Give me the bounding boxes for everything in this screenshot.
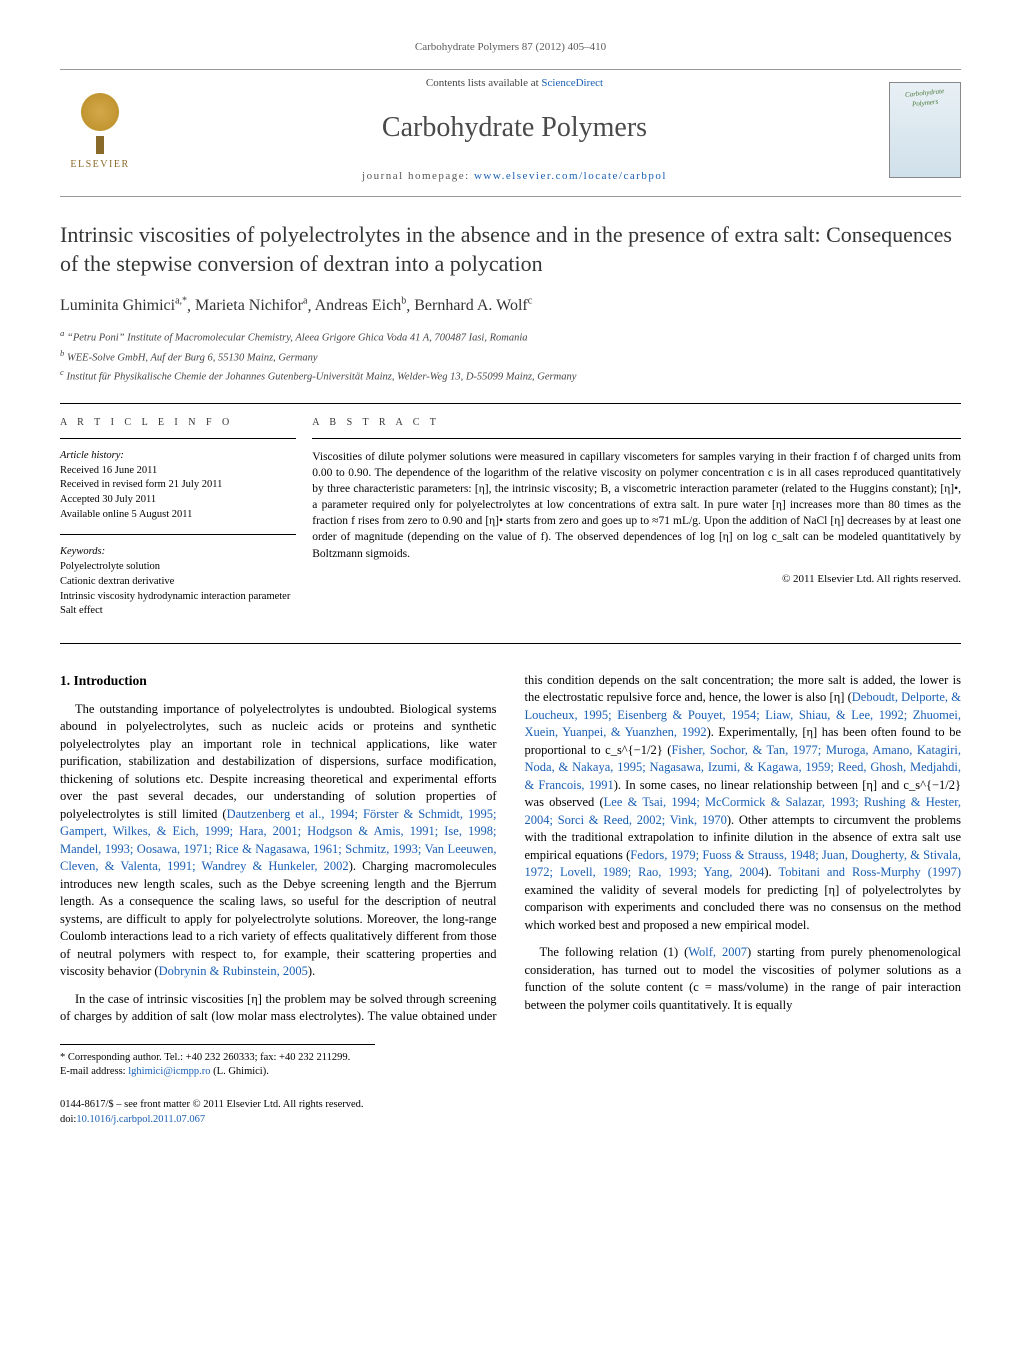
article-title: Intrinsic viscosities of polyelectrolyte… [60,221,961,278]
corresponding-author: * Corresponding author. Tel.: +40 232 26… [60,1051,961,1066]
affiliation-a: a “Petru Poni” Institute of Macromolecul… [60,327,961,346]
rule [60,438,296,439]
abstract-copyright: © 2011 Elsevier Ltd. All rights reserved… [312,572,961,587]
history-accepted: Accepted 30 July 2011 [60,493,296,508]
homepage-line: journal homepage: www.elsevier.com/locat… [140,169,889,184]
journal-title: Carbohydrate Polymers [140,108,889,147]
publisher-label: ELSEVIER [70,158,129,172]
publisher-logo: ELSEVIER [60,85,140,175]
email-person: (L. Ghimici). [211,1066,269,1077]
history-online: Available online 5 August 2011 [60,508,296,523]
email-label: E-mail address: [60,1066,128,1077]
elsevier-tree-icon [70,88,130,148]
keyword-3: Intrinsic viscosity hydrodynamic interac… [60,590,296,605]
para-1: The outstanding importance of polyelectr… [60,701,497,981]
section-1-heading: 1. Introduction [60,672,497,691]
doi-link[interactable]: 10.1016/j.carbpol.2011.07.067 [76,1114,205,1125]
contents-prefix: Contents lists available at [426,77,541,89]
sciencedirect-link[interactable]: ScienceDirect [541,77,603,89]
journal-ref: Carbohydrate Polymers 87 (2012) 405–410 [60,40,961,55]
contents-line: Contents lists available at ScienceDirec… [140,76,889,91]
author-2: Marieta Nichifora [195,297,307,314]
keyword-1: Polyelectrolyte solution [60,560,296,575]
email-link[interactable]: lghimici@icmpp.ro [128,1066,210,1077]
footnotes: * Corresponding author. Tel.: +40 232 26… [60,1051,961,1080]
author-1: Luminita Ghimicia,* [60,297,187,314]
rule [312,438,961,439]
journal-header: ELSEVIER Contents lists available at Sci… [60,69,961,197]
rule [60,534,296,535]
keyword-2: Cationic dextran derivative [60,575,296,590]
affiliations: a “Petru Poni” Institute of Macromolecul… [60,327,961,385]
corresponding-email-line: E-mail address: lghimici@icmpp.ro (L. Gh… [60,1065,961,1080]
header-center: Contents lists available at ScienceDirec… [140,76,889,184]
history-revised: Received in revised form 21 July 2011 [60,478,296,493]
footer: 0144-8617/$ – see front matter © 2011 El… [60,1098,961,1127]
author-3: Andreas Eichb [315,297,407,314]
cover-title-2: Polymers [911,98,938,111]
abstract-col: a b s t r a c t Viscosities of dilute po… [312,404,961,643]
affiliation-c: c Institut für Physikalische Chemie der … [60,366,961,385]
affiliation-b: b WEE-Solve GmbH, Auf der Burg 6, 55130 … [60,347,961,366]
history-received: Received 16 June 2011 [60,464,296,479]
doi-label: doi: [60,1114,76,1125]
journal-cover-thumb: Carbohydrate Polymers [889,82,961,178]
article-history: Article history: Received 16 June 2011 R… [60,449,296,522]
refs-2e[interactable]: Tobitani and Ross-Murphy (1997) [778,865,961,879]
author-4: Bernhard A. Wolfc [414,297,532,314]
keywords-block: Keywords: Polyelectrolyte solution Catio… [60,545,296,618]
abstract-heading: a b s t r a c t [312,416,961,430]
footer-issn: 0144-8617/$ – see front matter © 2011 El… [60,1098,961,1113]
homepage-prefix: journal homepage: [362,170,474,182]
article-info-col: a r t i c l e i n f o Article history: R… [60,404,312,643]
footer-doi-line: doi:10.1016/j.carbpol.2011.07.067 [60,1113,961,1128]
info-abstract-row: a r t i c l e i n f o Article history: R… [60,403,961,644]
article-info-heading: a r t i c l e i n f o [60,416,296,430]
keyword-4: Salt effect [60,604,296,619]
keywords-label: Keywords: [60,545,296,560]
refs-1b[interactable]: Dobrynin & Rubinstein, 2005 [159,964,308,978]
body-columns: 1. Introduction The outstanding importan… [60,672,961,1026]
refs-3[interactable]: Wolf, 2007 [688,945,747,959]
para-3: The following relation (1) (Wolf, 2007) … [525,944,962,1014]
authors-line: Luminita Ghimicia,*, Marieta Nichifora, … [60,295,961,318]
abstract-text: Viscosities of dilute polymer solutions … [312,449,961,562]
homepage-link[interactable]: www.elsevier.com/locate/carbpol [474,170,667,182]
history-label: Article history: [60,449,296,464]
footnote-separator [60,1044,375,1045]
